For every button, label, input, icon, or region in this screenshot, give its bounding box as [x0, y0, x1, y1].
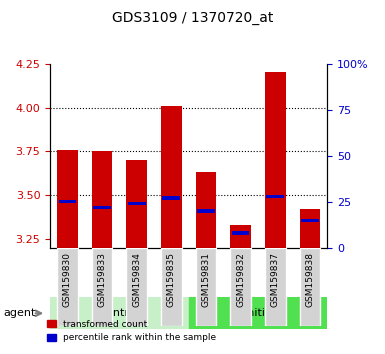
Bar [57, 150, 78, 248]
Bar [92, 152, 112, 248]
Bar [93, 206, 111, 209]
Bar [92, 248, 112, 326]
Text: GSM159830: GSM159830 [63, 248, 72, 303]
Text: GSM159835: GSM159835 [167, 248, 176, 303]
Text: control: control [100, 308, 139, 318]
Bar [128, 202, 146, 205]
Bar [59, 200, 76, 204]
Bar [197, 209, 215, 213]
Bar [161, 248, 182, 326]
Legend: transformed count, percentile rank within the sample: transformed count, percentile rank withi… [43, 316, 219, 346]
Text: GSM159838: GSM159838 [305, 252, 315, 307]
Bar [50, 297, 189, 329]
Text: GSM159832: GSM159832 [236, 252, 245, 307]
Text: GSM159832: GSM159832 [236, 248, 245, 303]
Text: Sunitinib: Sunitinib [233, 308, 283, 318]
Text: GSM159833: GSM159833 [97, 248, 107, 303]
Bar [57, 248, 78, 326]
Bar [300, 248, 320, 326]
Text: GSM159833: GSM159833 [97, 252, 107, 307]
Text: GSM159834: GSM159834 [132, 248, 141, 303]
Bar [300, 209, 320, 248]
Text: GSM159831: GSM159831 [201, 248, 211, 303]
Text: GSM159838: GSM159838 [305, 248, 315, 303]
Bar [126, 160, 147, 248]
Text: GSM159831: GSM159831 [201, 252, 211, 307]
Bar [189, 297, 327, 329]
Text: GSM159834: GSM159834 [132, 252, 141, 307]
Bar [301, 218, 319, 222]
Bar [230, 225, 251, 248]
Text: agent: agent [4, 308, 36, 318]
Text: GSM159837: GSM159837 [271, 248, 280, 303]
Bar [196, 172, 216, 248]
Bar [162, 196, 180, 200]
Bar [196, 248, 216, 326]
Bar [126, 248, 147, 326]
Bar [265, 248, 286, 326]
Bar [266, 195, 284, 198]
Bar [265, 73, 286, 248]
Bar [230, 248, 251, 326]
Bar [232, 232, 249, 235]
Text: GDS3109 / 1370720_at: GDS3109 / 1370720_at [112, 11, 273, 25]
Bar [161, 106, 182, 248]
Text: GSM159835: GSM159835 [167, 252, 176, 307]
Text: GSM159830: GSM159830 [63, 252, 72, 307]
Text: GSM159837: GSM159837 [271, 252, 280, 307]
